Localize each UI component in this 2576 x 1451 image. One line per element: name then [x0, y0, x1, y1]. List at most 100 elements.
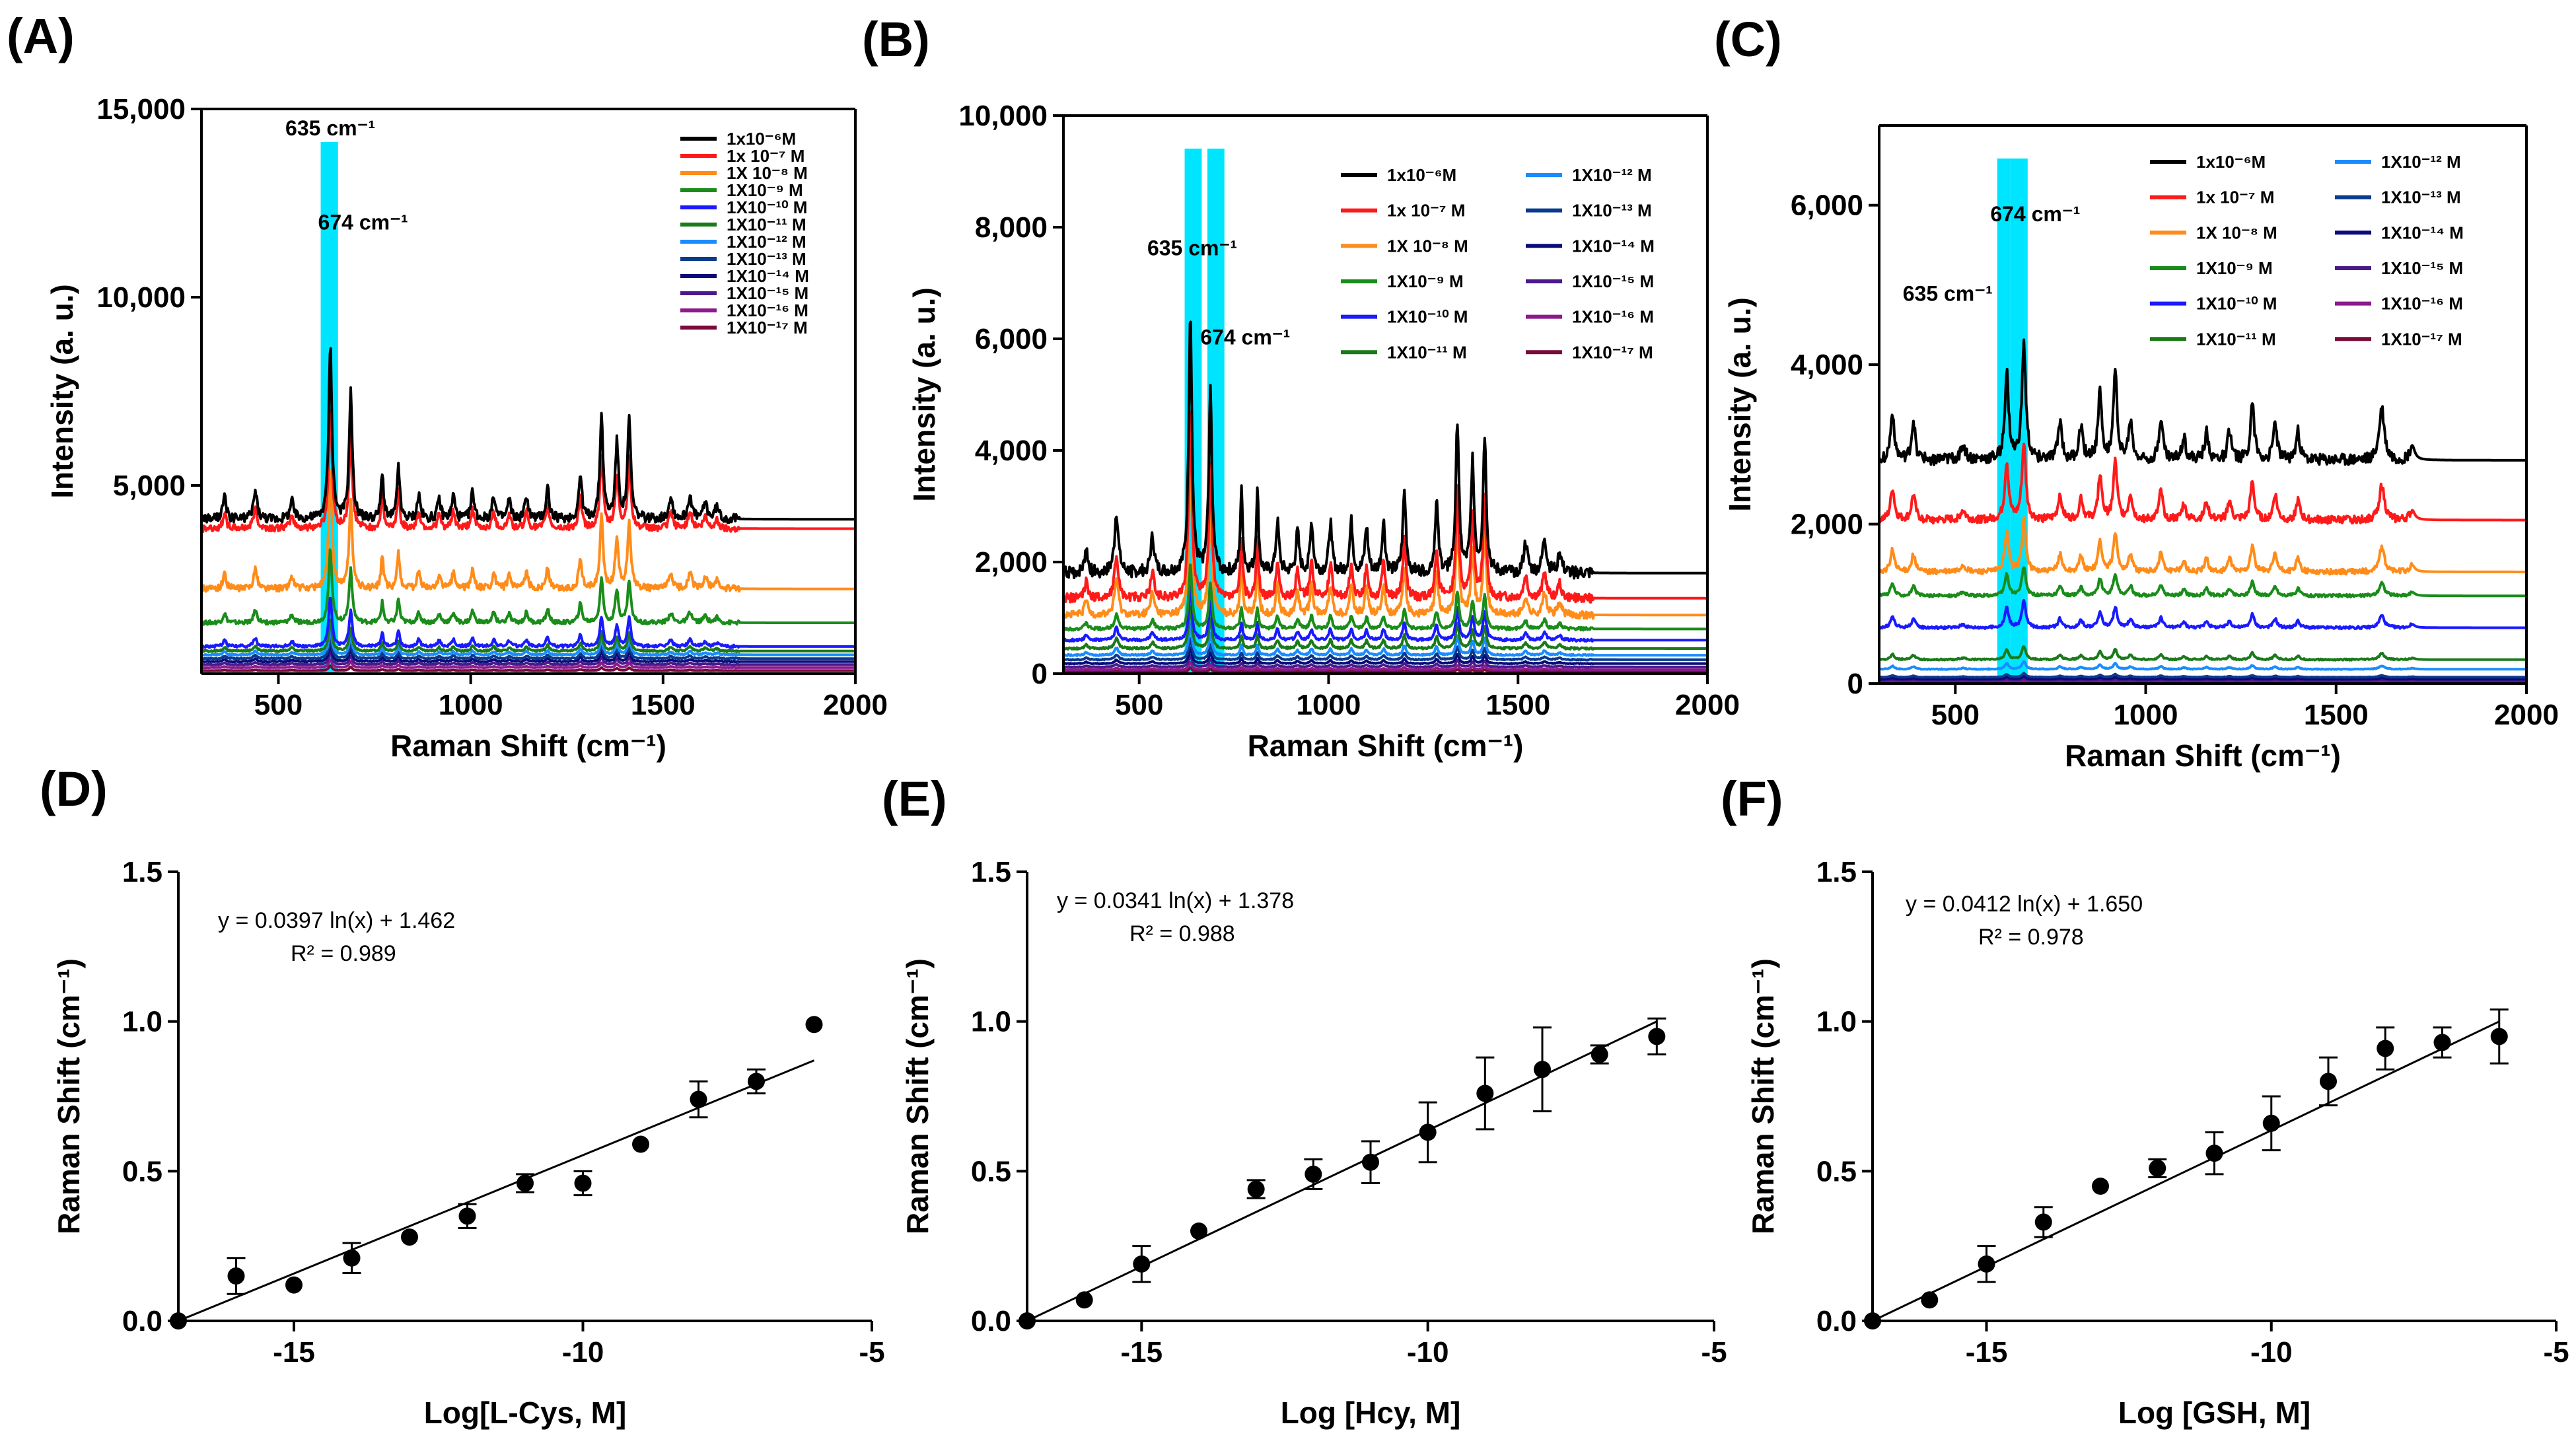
spectrum-series [1062, 584, 1708, 643]
data-point [458, 1207, 476, 1225]
spectrum-series [1878, 675, 2527, 681]
spectrum-series [1878, 566, 2527, 599]
data-point [690, 1090, 707, 1108]
y-tick-label: 4,000 [1791, 349, 1863, 381]
legend-label: 1x 10⁻⁷ M [1387, 201, 1465, 221]
spectrum-series [1062, 563, 1708, 632]
data-point [632, 1135, 649, 1153]
panel-label-a: (A) [7, 9, 75, 63]
y-tick-label: 0.0 [122, 1305, 162, 1337]
data-point [1133, 1255, 1151, 1273]
legend-label: 1X10⁻¹⁵ M [2381, 258, 2463, 278]
y-tick-label: 4,000 [975, 435, 1048, 467]
legend-label: 1X10⁻¹⁰ M [727, 197, 807, 217]
data-point [227, 1267, 245, 1285]
legend-label: 1x10⁻⁶M [2196, 152, 2266, 172]
legend-label: 1X10⁻¹³ M [2381, 188, 2461, 207]
legend-label: 1X10⁻¹¹ M [1387, 342, 1467, 362]
legend-label: 1X 10⁻⁸ M [2196, 223, 2277, 242]
legend-label: 1X 10⁻⁸ M [727, 163, 808, 183]
data-point [1362, 1153, 1379, 1171]
peak-annotation: 674 cm⁻¹ [1990, 202, 2080, 226]
x-axis-label: Log [GSH, M] [2118, 1396, 2310, 1430]
legend-label: 1X10⁻¹⁴ M [1572, 236, 1655, 256]
data-point [2320, 1073, 2337, 1090]
r-squared: R² = 0.989 [291, 941, 396, 966]
legend-label: 1X10⁻¹² M [2381, 152, 2461, 172]
peak-annotation: 635 cm⁻¹ [285, 116, 375, 140]
legend-label: 1X10⁻¹⁵ M [1572, 271, 1654, 291]
peak-annotation: 635 cm⁻¹ [1147, 236, 1237, 260]
spectrum-series [1062, 654, 1708, 669]
spectrum-series [1062, 622, 1708, 657]
spectrum-series [1063, 456, 1708, 620]
legend-label: 1X10⁻¹¹ M [727, 215, 806, 234]
data-point [2092, 1178, 2109, 1195]
spectrum-series [200, 629, 856, 657]
x-axis-label: Raman Shift (cm⁻¹) [2065, 738, 2341, 773]
chart-b: 635 cm⁻¹ 674 cm⁻¹ 1x10⁻⁶M 1x 10⁻⁷ M 1X 10⁻⁸ … [907, 100, 1740, 763]
spectrum-series [201, 409, 856, 534]
spectrum-series [200, 469, 856, 593]
fit-line [178, 1059, 815, 1322]
legend-label: 1X10⁻¹⁵ M [727, 283, 808, 303]
y-axis-label: Intensity (a. u.) [907, 287, 941, 502]
fit-line [1872, 1020, 2500, 1322]
chart-d: y = 0.0397 ln(x) + 1.462 R² = 0.989 -15 -10… [52, 856, 885, 1430]
spectrum-series [1878, 516, 2527, 576]
legend-label: 1X10⁻¹⁰ M [1387, 307, 1468, 327]
legend-label: 1X 10⁻⁸ M [1387, 236, 1468, 256]
fit-line [1026, 1020, 1657, 1322]
panel-label-e: (E) [882, 771, 947, 826]
legend-label: 1x 10⁻⁷ M [727, 146, 805, 166]
spectrum-series [1062, 411, 1708, 604]
data-point [2262, 1114, 2280, 1132]
panel-label-b: (B) [862, 12, 930, 67]
x-tick-label: -5 [859, 1336, 884, 1368]
legend-label: 1X10⁻¹⁷ M [2381, 329, 2462, 349]
spectrum-series [1063, 647, 1708, 666]
y-tick-label: 1.0 [122, 1006, 162, 1038]
data-point [343, 1249, 361, 1267]
data-point [2433, 1034, 2451, 1051]
x-tick-label: -5 [2543, 1336, 2569, 1368]
spectrum-series [1062, 637, 1708, 662]
legend-label: 1X10⁻¹⁶ M [1572, 307, 1654, 327]
chart-f: y = 0.0412 ln(x) + 1.650 R² = 0.978 -15 -10… [1746, 856, 2569, 1430]
spectrum-series [1878, 598, 2527, 631]
spectrum-series [1063, 604, 1708, 651]
spectrum-series [200, 347, 856, 524]
data-point [1921, 1291, 1939, 1309]
data-point [805, 1016, 823, 1034]
y-axis-label: Intensity (a. u.) [1723, 297, 1757, 512]
data-point [1534, 1061, 1551, 1079]
data-point [748, 1073, 765, 1090]
x-axis-label: Raman Shift (cm⁻¹) [390, 728, 666, 763]
x-tick-label: -10 [2250, 1336, 2293, 1368]
spectrum-series [201, 664, 856, 672]
data-point [2034, 1213, 2052, 1231]
x-tick-label: -15 [1121, 1336, 1163, 1368]
spectrum-series [200, 548, 856, 626]
data-point [574, 1174, 592, 1192]
peak-annotation: 674 cm⁻¹ [318, 210, 408, 234]
spectrum-series [1878, 660, 2527, 671]
spectrum-series [201, 658, 856, 670]
data-point [1305, 1165, 1322, 1183]
x-tick-label: 1500 [2304, 699, 2369, 731]
x-tick-label: 500 [1931, 699, 1980, 731]
x-tick-label: 1500 [631, 689, 696, 721]
legend-label: 1X10⁻¹³ M [1572, 201, 1652, 221]
data-point [1648, 1028, 1666, 1045]
y-tick-label: 0.0 [971, 1305, 1011, 1337]
data-point [1247, 1180, 1265, 1198]
data-point [517, 1174, 534, 1192]
legend-label: 1X10⁻¹⁷ M [727, 318, 808, 337]
data-point [285, 1276, 303, 1294]
panel-label-d: (D) [40, 761, 108, 816]
legend-label: 1X10⁻¹³ M [727, 249, 806, 269]
y-tick-label: 0.5 [1816, 1155, 1857, 1187]
y-tick-label: 1.0 [1816, 1006, 1857, 1038]
